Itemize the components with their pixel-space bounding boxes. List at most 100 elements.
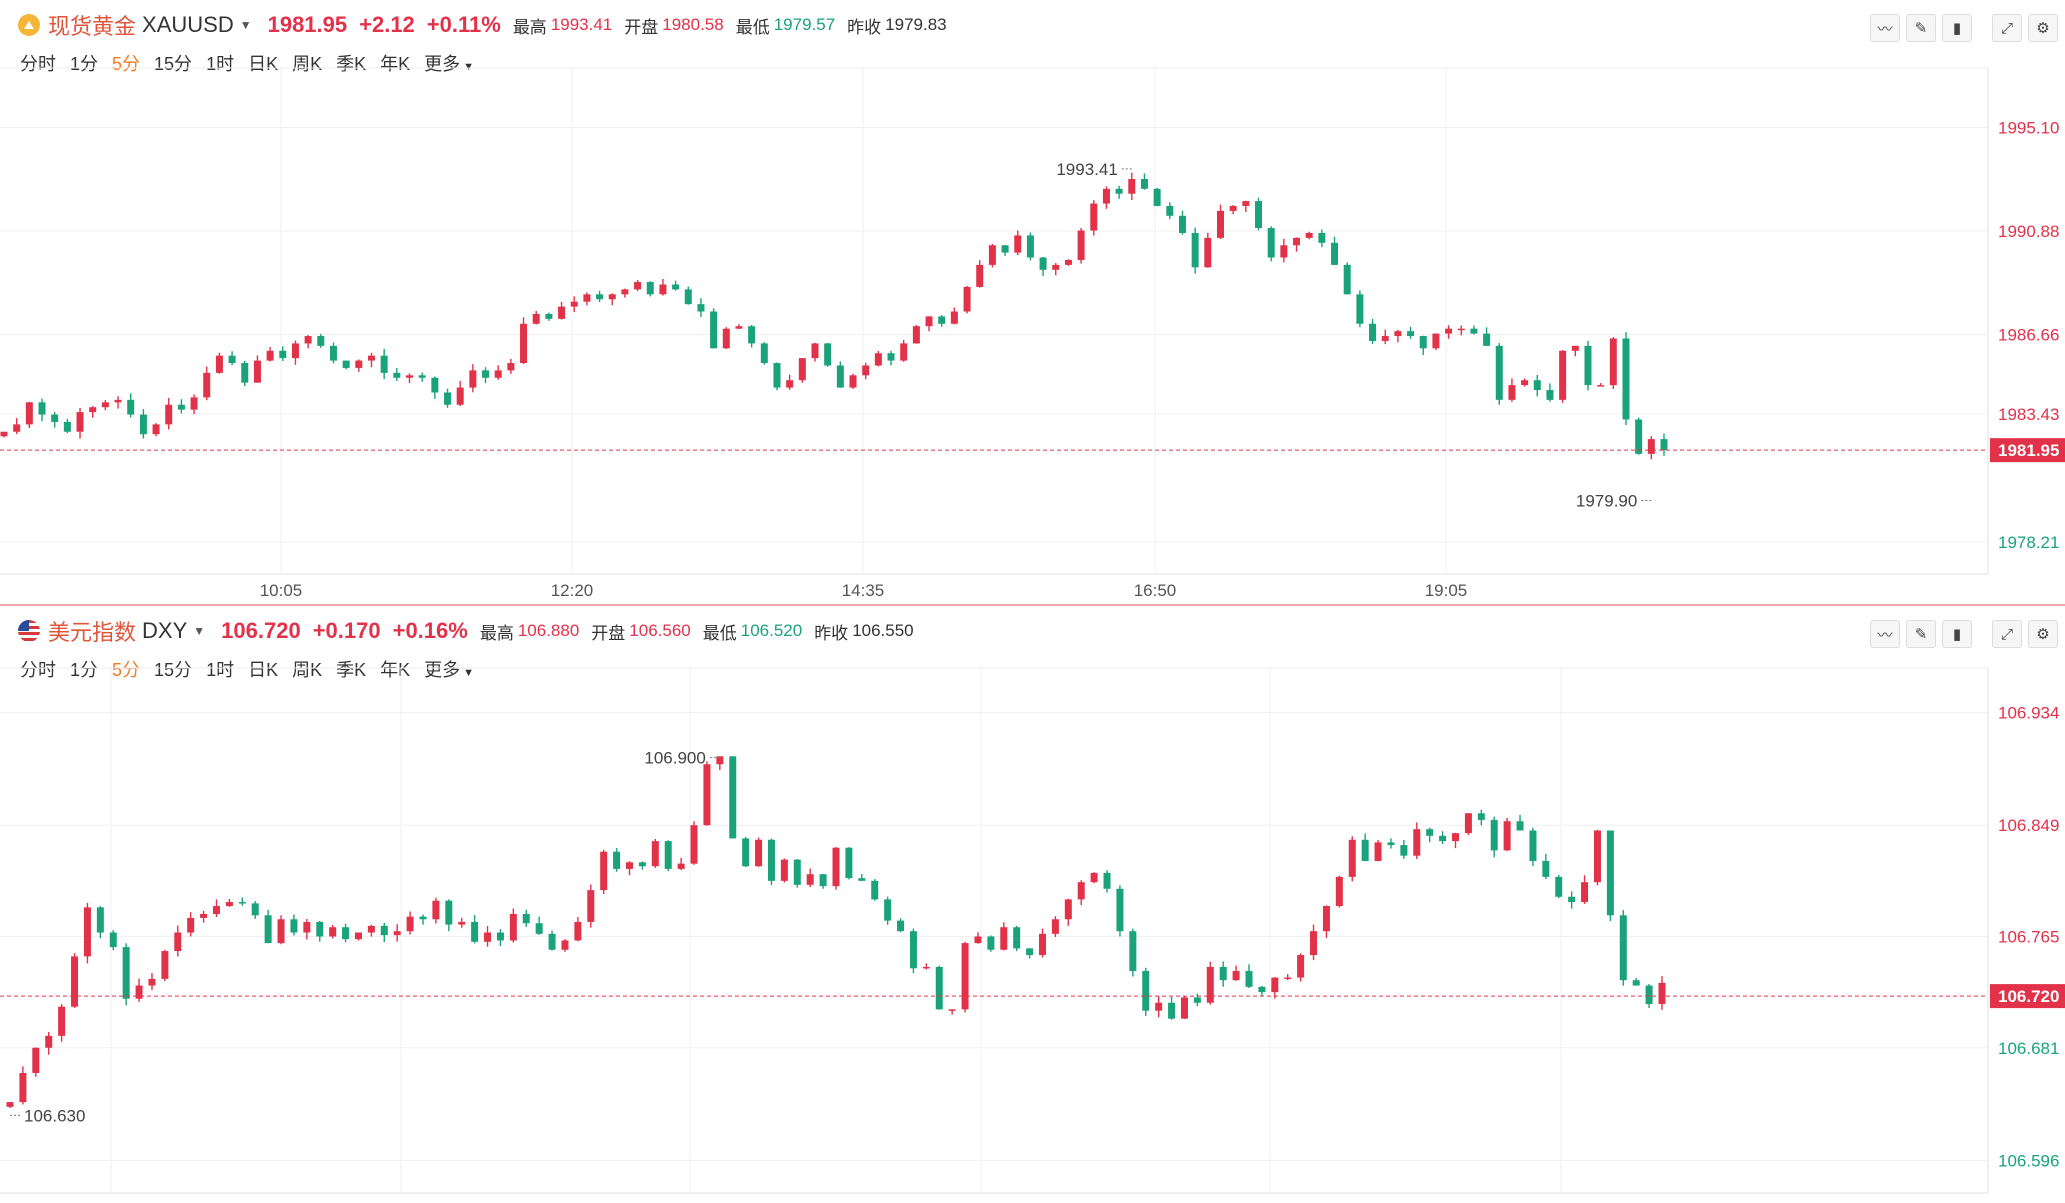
tf-1hour[interactable]: 1时: [206, 660, 235, 680]
chevron-down-icon: ▼: [463, 61, 475, 73]
chevron-down-icon[interactable]: ▼: [239, 18, 252, 32]
candle-body: [1229, 205, 1237, 211]
settings-icon[interactable]: ⚙: [2028, 14, 2058, 42]
candle-body: [484, 932, 492, 942]
gold-symbol-selector[interactable]: XAUUSD: [142, 12, 234, 37]
candle-body: [329, 927, 337, 937]
candle-body: [1242, 201, 1250, 206]
candle-body: [355, 360, 363, 368]
candle-body: [1658, 982, 1666, 1005]
line-chart-icon[interactable]: 〰: [1870, 14, 1900, 42]
dxy-candlestick-chart[interactable]: 106.934 106.849 106.765 106.720 106.681 106.5…: [0, 606, 2065, 1203]
tf-weekly[interactable]: 周K: [292, 54, 323, 74]
y-tick-label: 1990.88: [1998, 222, 2059, 241]
candle-body: [1521, 380, 1529, 386]
candle-body: [139, 414, 147, 435]
tf-15min[interactable]: 15分: [154, 54, 193, 74]
candle-body: [6, 1102, 14, 1107]
candle-body: [432, 900, 440, 920]
candle-body: [684, 289, 692, 305]
tf-5min[interactable]: 5分: [112, 54, 141, 74]
tf-weekly[interactable]: 周K: [292, 660, 323, 680]
candle-body: [909, 931, 917, 969]
candle-body: [638, 862, 646, 867]
tf-daily[interactable]: 日K: [248, 54, 279, 74]
tf-quarterly[interactable]: 季K: [336, 54, 367, 74]
candle-body: [1426, 829, 1434, 836]
candlestick-icon[interactable]: ▮: [1942, 14, 1972, 42]
tf-1hour[interactable]: 1时: [206, 54, 235, 74]
candle-body: [651, 841, 659, 867]
tf-1min[interactable]: 1分: [70, 54, 99, 74]
candle-body: [1559, 350, 1567, 400]
candle-body: [228, 355, 236, 364]
gold-open-label: 开盘: [624, 17, 659, 37]
y-tick-label: 1995.10: [1998, 118, 2059, 137]
line-chart-icon[interactable]: 〰: [1870, 620, 1900, 648]
candle-body: [1103, 872, 1111, 889]
candle-body: [722, 328, 730, 349]
candle-body: [1102, 188, 1110, 204]
candle-body: [976, 264, 984, 287]
candle-body: [1457, 328, 1465, 331]
tf-more[interactable]: 更多 ▼: [424, 656, 474, 682]
candle-body: [1219, 966, 1227, 981]
candle-body: [1555, 876, 1563, 897]
gold-high-value: 1993.41: [550, 15, 613, 34]
tf-intraday[interactable]: 分时: [20, 660, 56, 680]
tf-quarterly[interactable]: 季K: [336, 660, 367, 680]
draw-pen-icon[interactable]: ✎: [1906, 620, 1936, 648]
x-tick-label: 18:10: [1249, 1200, 1292, 1203]
gold-change-pct: +0.11%: [426, 12, 501, 37]
gold-candlestick-chart[interactable]: 1995.10 1990.88 1986.66 1983.43 1978.21 10:05…: [0, 0, 2065, 604]
draw-pen-icon[interactable]: ✎: [1906, 14, 1936, 42]
tf-yearly[interactable]: 年K: [380, 660, 411, 680]
expand-icon[interactable]: ⤢: [1992, 620, 2022, 648]
tf-yearly[interactable]: 年K: [380, 54, 411, 74]
settings-icon[interactable]: ⚙: [2028, 620, 2058, 648]
chevron-down-icon: ▼: [463, 667, 475, 679]
tf-more[interactable]: 更多 ▼: [424, 50, 474, 76]
candle-body: [1571, 345, 1579, 351]
candle-body: [1180, 997, 1188, 1019]
candle-body: [1452, 833, 1459, 842]
candle-body: [509, 913, 517, 941]
tf-1min[interactable]: 1分: [70, 660, 99, 680]
gold-title-row: 现货黄金 XAUUSD ▼ 1981.95 +2.12 +0.11% 最高 19…: [18, 10, 947, 40]
candle-body: [824, 343, 832, 366]
gold-chart-panel: 现货黄金 XAUUSD ▼ 1981.95 +2.12 +0.11% 最高 19…: [0, 0, 2065, 606]
candle-body: [127, 399, 135, 415]
candle-body: [316, 921, 324, 937]
candle-body: [266, 350, 274, 361]
tf-5min[interactable]: 5分: [112, 660, 141, 680]
dxy-symbol-selector[interactable]: DXY: [142, 618, 188, 643]
candle-body: [887, 353, 895, 361]
candle-body: [626, 862, 633, 869]
chevron-down-icon[interactable]: ▼: [193, 624, 206, 638]
candle-body: [545, 313, 553, 319]
candle-body: [1568, 896, 1576, 903]
dxy-prev-value: 106.550: [852, 621, 914, 640]
candle-body: [874, 353, 882, 366]
max-price-label: 106.900: [644, 749, 705, 768]
tf-15min[interactable]: 15分: [154, 660, 193, 680]
tf-intraday[interactable]: 分时: [20, 54, 56, 74]
candle-body: [1255, 201, 1263, 229]
candle-body: [922, 966, 930, 969]
candle-body: [963, 286, 971, 312]
candle-body: [938, 316, 946, 324]
x-tick-label: 14:20: [669, 1200, 712, 1203]
candle-body: [1413, 829, 1421, 856]
tf-daily[interactable]: 日K: [248, 660, 279, 680]
candle-body: [1000, 927, 1008, 950]
candle-body: [1381, 336, 1389, 341]
candle-body: [1394, 331, 1402, 337]
candle-body: [1632, 980, 1640, 986]
candle-body: [83, 907, 91, 957]
gold-high-label: 最高: [512, 17, 547, 37]
candle-body: [1407, 331, 1415, 337]
candle-body: [621, 289, 629, 295]
expand-icon[interactable]: ⤢: [1992, 14, 2022, 42]
candlestick-icon[interactable]: ▮: [1942, 620, 1972, 648]
last-price-label: 1981.95: [1998, 441, 2059, 460]
